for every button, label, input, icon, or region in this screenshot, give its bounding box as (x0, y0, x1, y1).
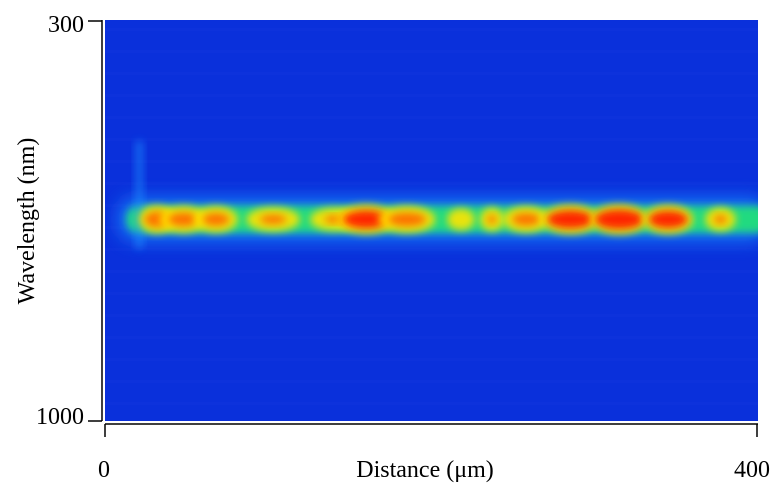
background-streak (105, 182, 758, 185)
background-streak (105, 358, 758, 361)
hotspot-core (202, 213, 230, 226)
hotspot-core (648, 210, 688, 228)
x-tick-label-left: 0 (98, 457, 110, 483)
hotspot-core (546, 210, 594, 229)
y-axis-label: Wavelength (nm) (14, 138, 40, 305)
background-streak (105, 402, 758, 405)
background-streak (105, 138, 758, 141)
background-streak (105, 160, 758, 163)
hotspot-core (342, 210, 390, 229)
plot-area (105, 20, 758, 421)
hotspot-core (714, 215, 727, 224)
background-streak (105, 50, 758, 53)
hotspot-core (259, 215, 287, 224)
hotspot-core (168, 212, 199, 227)
background-streak (105, 336, 758, 339)
axes: 300 1000 0 400 Distance (μm) Wavelength … (14, 12, 770, 483)
background-streak (105, 380, 758, 383)
background-streak (105, 116, 758, 119)
background-streak (105, 270, 758, 273)
hotspot-core (594, 209, 644, 230)
background-streak (105, 292, 758, 295)
hotspot-core (512, 213, 541, 226)
y-tick-label-bottom: 1000 (36, 404, 84, 430)
x-tick-label-right: 400 (734, 457, 770, 483)
background-streak (105, 94, 758, 97)
hotspot-core (387, 212, 427, 227)
background-streak (105, 72, 758, 75)
hotspot-core (487, 215, 497, 224)
background-streak (105, 28, 758, 31)
x-axis-label: Distance (μm) (356, 457, 493, 483)
emission-band (105, 28, 758, 405)
hotspot-glow (447, 208, 475, 231)
vertical-streak (135, 140, 144, 250)
background-streak (105, 314, 758, 317)
y-tick-label-top: 300 (48, 12, 84, 38)
background-streak (105, 248, 758, 251)
